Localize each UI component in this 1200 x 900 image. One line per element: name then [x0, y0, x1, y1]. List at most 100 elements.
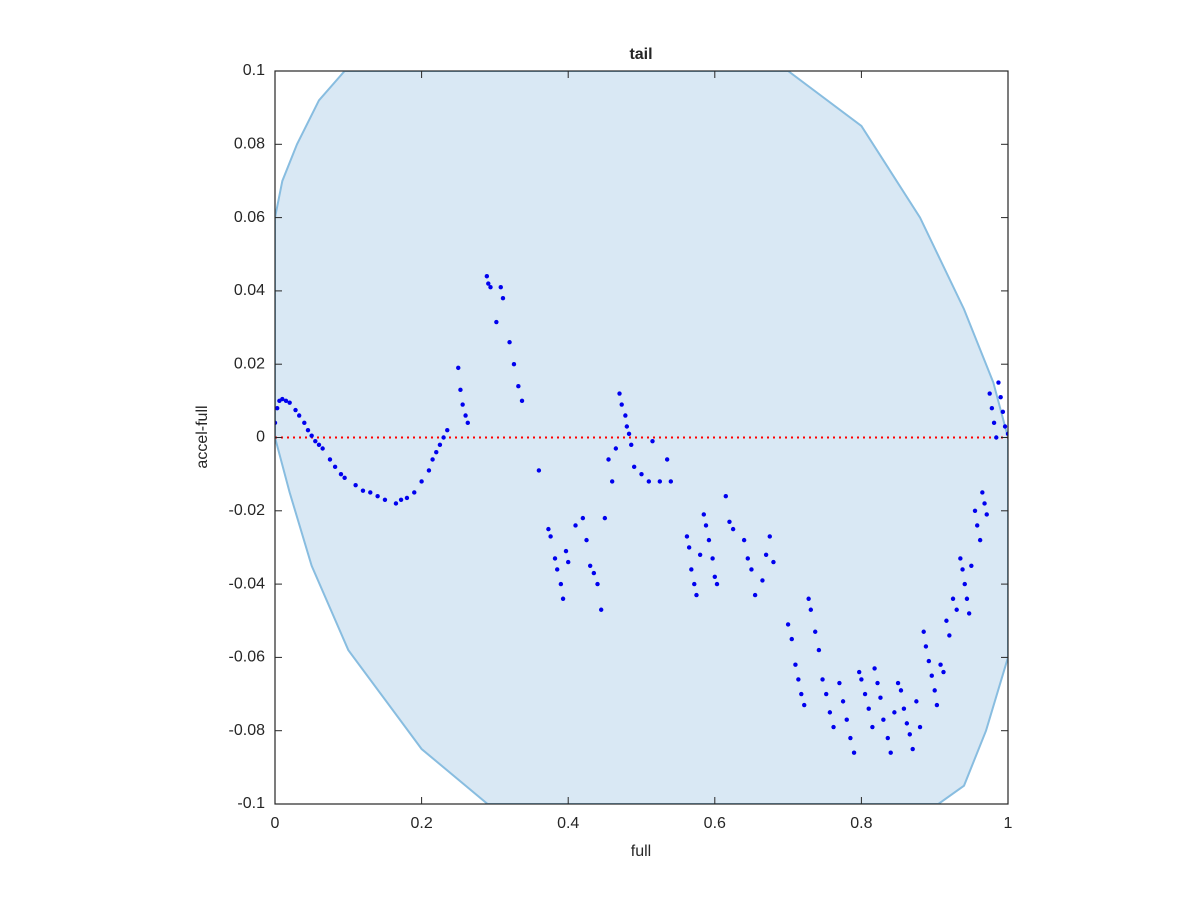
y-tick-label: -0.1	[237, 795, 265, 812]
point	[789, 636, 794, 642]
point	[463, 413, 468, 418]
point	[507, 340, 512, 345]
point	[958, 556, 963, 561]
point	[840, 699, 846, 704]
point	[283, 398, 289, 404]
point	[730, 526, 736, 532]
point	[617, 391, 622, 396]
point	[872, 666, 877, 671]
point	[488, 285, 493, 290]
point	[591, 570, 597, 576]
point	[771, 559, 776, 565]
point	[813, 629, 818, 634]
point	[767, 534, 772, 539]
point	[460, 402, 465, 407]
point	[393, 501, 399, 506]
point	[977, 537, 983, 543]
point	[552, 556, 558, 561]
y-axis-label: accel-full	[194, 405, 211, 468]
point	[280, 396, 285, 402]
point	[342, 475, 347, 481]
point	[950, 596, 956, 601]
point	[458, 387, 463, 393]
point	[866, 706, 871, 711]
point	[752, 592, 758, 598]
point	[914, 699, 919, 704]
point	[892, 710, 897, 715]
point	[802, 702, 807, 708]
point	[664, 457, 670, 462]
point	[926, 658, 932, 664]
point	[668, 479, 674, 484]
point	[898, 688, 904, 693]
point	[714, 581, 720, 587]
point	[563, 548, 569, 554]
y-tick-label: 0.02	[234, 355, 265, 372]
point	[962, 581, 967, 587]
point	[511, 362, 517, 367]
y-tick-label: -0.06	[229, 649, 266, 666]
point	[419, 479, 424, 484]
y-tick-label: 0.1	[243, 62, 265, 79]
point	[824, 691, 829, 697]
point	[938, 662, 943, 667]
point	[954, 607, 959, 612]
point	[595, 581, 600, 587]
point	[382, 497, 388, 503]
point	[412, 490, 417, 495]
point	[437, 442, 443, 448]
point	[984, 512, 989, 517]
point	[996, 380, 1001, 385]
point	[703, 523, 709, 528]
point	[857, 669, 862, 675]
point	[287, 400, 292, 405]
point	[584, 537, 589, 543]
point	[947, 633, 952, 638]
y-tick-label: -0.04	[229, 575, 266, 592]
point	[706, 537, 712, 543]
point	[929, 673, 934, 678]
point	[519, 398, 525, 404]
point	[398, 497, 404, 503]
point	[629, 442, 634, 448]
point	[338, 471, 344, 477]
point	[305, 427, 311, 433]
y-tick-label: 0.08	[234, 136, 265, 153]
x-tick-label: 0.6	[704, 815, 726, 832]
y-tick-label: 0	[256, 429, 265, 446]
point	[923, 644, 929, 649]
chart-title: tail	[629, 46, 652, 63]
point	[875, 680, 880, 686]
point	[763, 552, 769, 557]
x-axis-label: full	[631, 843, 651, 860]
point	[456, 365, 461, 371]
point	[934, 702, 940, 708]
point	[516, 383, 521, 389]
point	[881, 717, 886, 722]
y-tick-label: 0.04	[234, 282, 265, 299]
point	[580, 515, 586, 521]
point	[878, 695, 883, 700]
y-tick-label: -0.02	[229, 502, 266, 519]
point	[870, 724, 875, 730]
point	[844, 717, 849, 722]
point	[573, 523, 578, 528]
point	[745, 556, 750, 561]
point	[987, 391, 992, 396]
point	[989, 405, 995, 411]
point	[426, 468, 432, 473]
point	[686, 545, 692, 550]
point	[712, 574, 717, 579]
point	[316, 442, 322, 448]
point	[484, 274, 490, 279]
point	[623, 413, 628, 418]
point	[998, 394, 1003, 400]
point	[888, 750, 893, 755]
point	[885, 735, 890, 741]
x-tick-label: 0.2	[410, 815, 432, 832]
point	[793, 662, 798, 667]
point	[546, 526, 551, 532]
point	[566, 559, 571, 565]
point	[808, 607, 814, 612]
y-tick-label: 0.06	[234, 209, 265, 226]
